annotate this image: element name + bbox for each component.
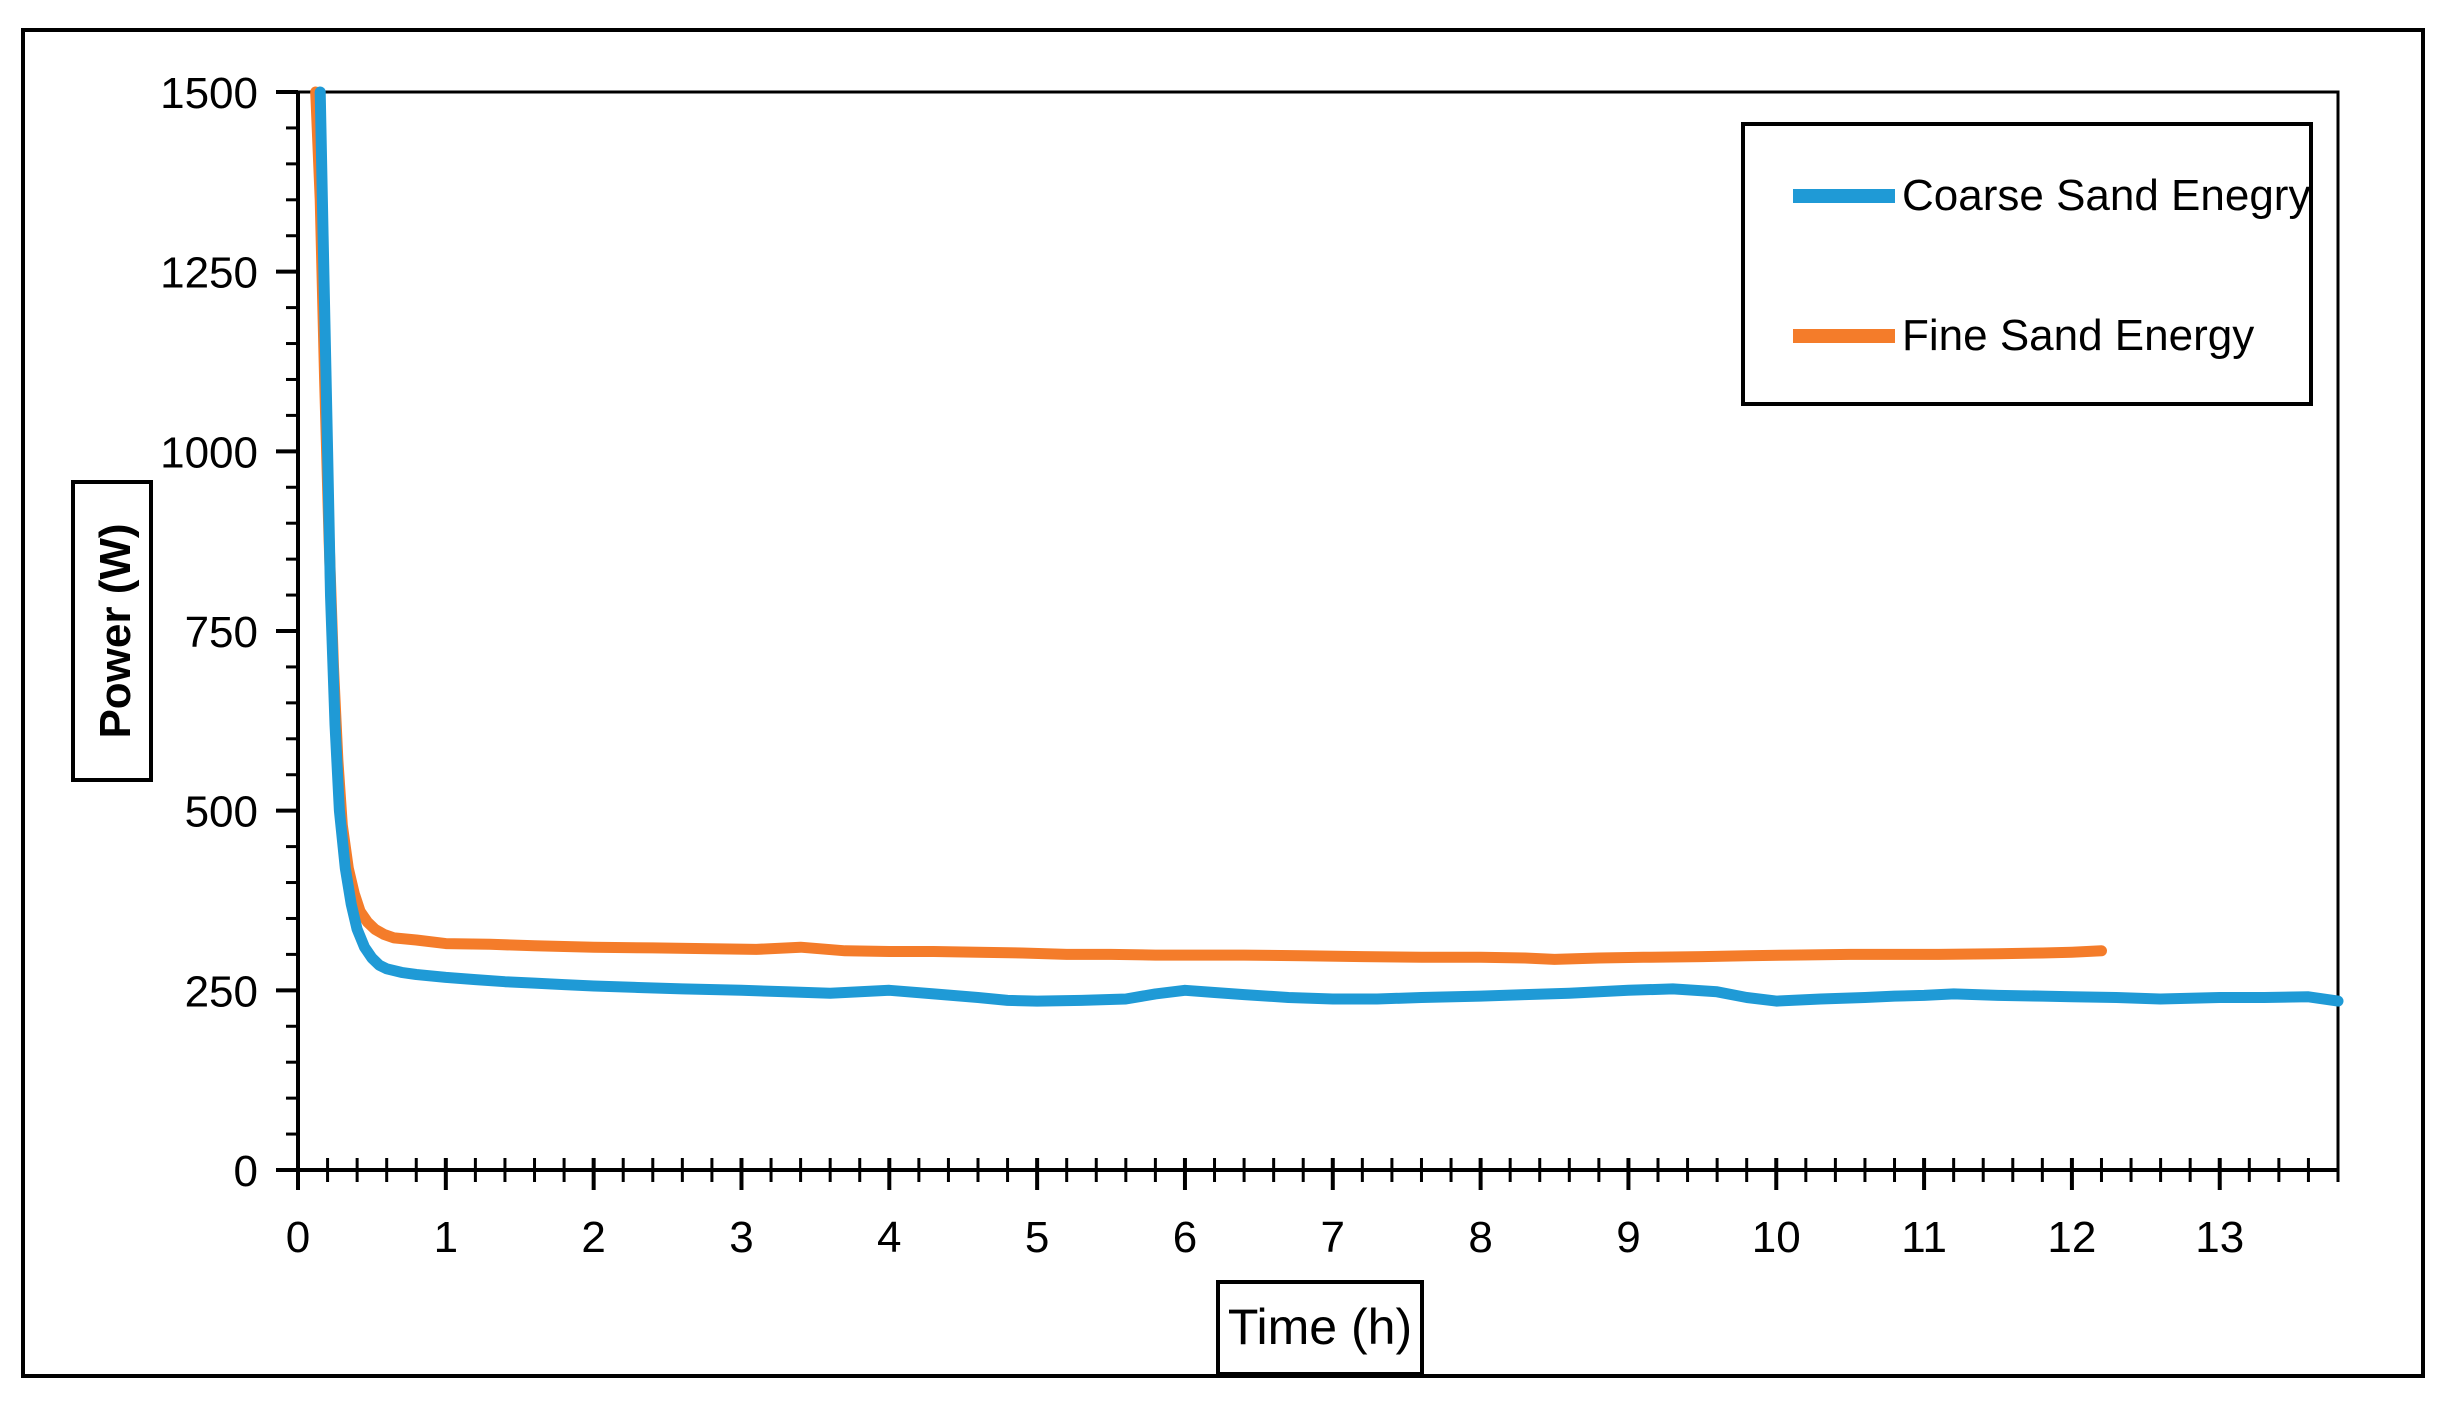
- y-tick-label: 0: [234, 1147, 258, 1196]
- series-layer: [310, 86, 2344, 1007]
- x-tick-label: 12: [2047, 1213, 2096, 1262]
- y-axis-label-group: Power (W): [71, 480, 153, 782]
- y-tick-label: 1500: [160, 69, 258, 118]
- x-tick-label: 7: [1321, 1213, 1345, 1262]
- series-line-fine-sand: [310, 86, 2107, 965]
- x-tick-label: 10: [1752, 1213, 1801, 1262]
- x-tick-label: 4: [877, 1213, 901, 1262]
- x-tick-label: 9: [1616, 1213, 1640, 1262]
- series-line-coarse-sand: [314, 86, 2344, 1007]
- x-tick-label: 6: [1173, 1213, 1197, 1262]
- y-tick-label: 250: [185, 967, 258, 1016]
- x-tick-label: 5: [1025, 1213, 1049, 1262]
- legend-label-fine-sand: Fine Sand Energy: [1902, 311, 2254, 360]
- x-axis-label: Time (h): [1228, 1299, 1412, 1355]
- x-axis-label-box: [1216, 1280, 1424, 1376]
- legend-box: [1741, 122, 2313, 406]
- x-axis-label-group: Time (h): [1216, 1280, 1424, 1376]
- y-axis-label: Power (W): [91, 523, 140, 738]
- y-tick-label: 750: [185, 608, 258, 657]
- x-tick-label: 1: [434, 1213, 458, 1262]
- legend-label-coarse-sand: Coarse Sand Enegry: [1902, 171, 2310, 220]
- x-tick-label: 11: [1901, 1213, 1947, 1262]
- y-axis-label-box: [71, 480, 153, 782]
- y-tick-label: 500: [185, 788, 258, 837]
- x-tick-label: 2: [581, 1213, 605, 1262]
- x-tick-label: 0: [286, 1213, 310, 1262]
- x-tick-label: 8: [1468, 1213, 1492, 1262]
- legend: Coarse Sand Enegry Fine Sand Energy: [1741, 122, 2313, 406]
- y-tick-label: 1250: [160, 249, 258, 298]
- x-tick-label: 3: [729, 1213, 753, 1262]
- y-tick-label: 1000: [160, 428, 258, 477]
- x-tick-label: 13: [2195, 1213, 2244, 1262]
